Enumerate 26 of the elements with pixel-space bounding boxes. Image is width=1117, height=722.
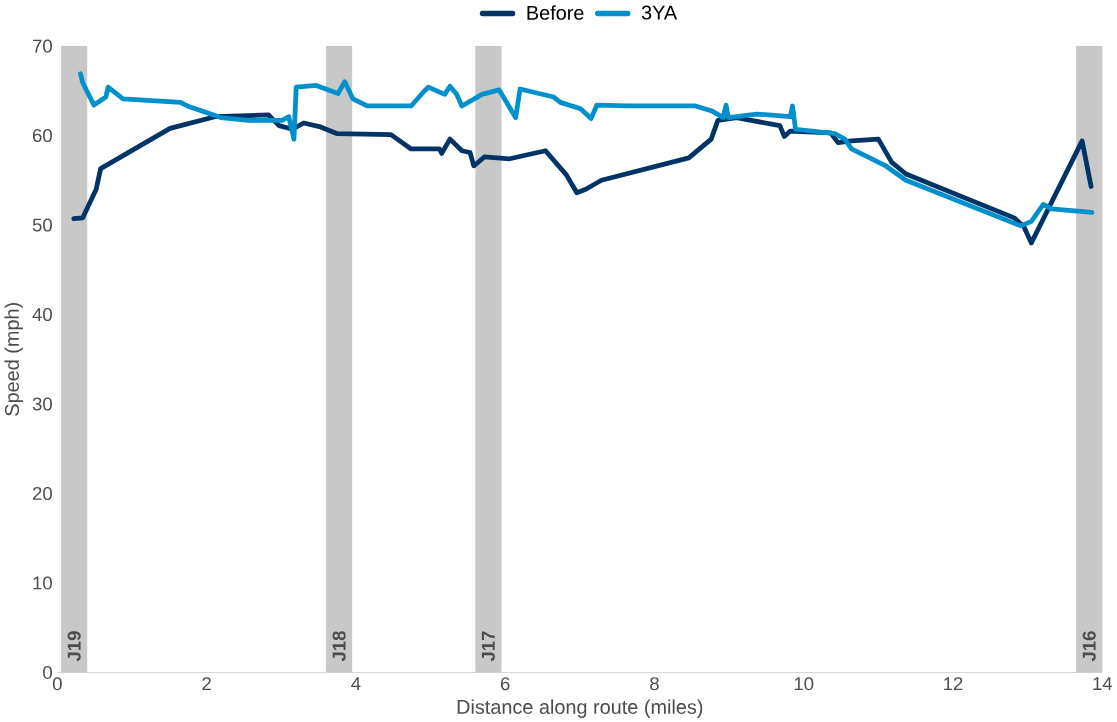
- y-tick-label: 30: [32, 397, 52, 411]
- line-series: [71, 112, 1094, 246]
- y-axis-title: Speed (mph): [4, 302, 23, 416]
- x-tick-label: 4: [351, 677, 361, 690]
- x-tick-label: 6: [500, 676, 510, 691]
- y-tick-label: 10: [33, 576, 52, 590]
- x-tick-label: 10: [794, 676, 814, 691]
- y-tick-label: 60: [32, 128, 52, 142]
- legend-label: 3YA: [641, 5, 678, 20]
- line-series: [78, 71, 1095, 229]
- y-tick-label: 40: [32, 307, 52, 321]
- y-tick-label: 70: [33, 39, 52, 53]
- x-tick-label: 14: [1093, 677, 1113, 690]
- x-tick-label: 8: [650, 676, 659, 691]
- band-label: J17: [481, 631, 495, 662]
- x-axis-title: Distance along route (miles): [457, 699, 703, 718]
- x-tick-label: 0: [52, 676, 62, 691]
- y-tick-label: 50: [32, 218, 52, 232]
- legend-label: Before: [527, 5, 584, 20]
- y-tick-label: 0: [43, 665, 52, 679]
- y-tick-label: 20: [32, 486, 52, 500]
- band-label: J18: [332, 631, 346, 662]
- band-label: J19: [67, 631, 81, 662]
- x-tick-label: 12: [944, 676, 963, 690]
- x-tick-label: 2: [202, 676, 211, 690]
- band-label: J16: [1082, 631, 1096, 662]
